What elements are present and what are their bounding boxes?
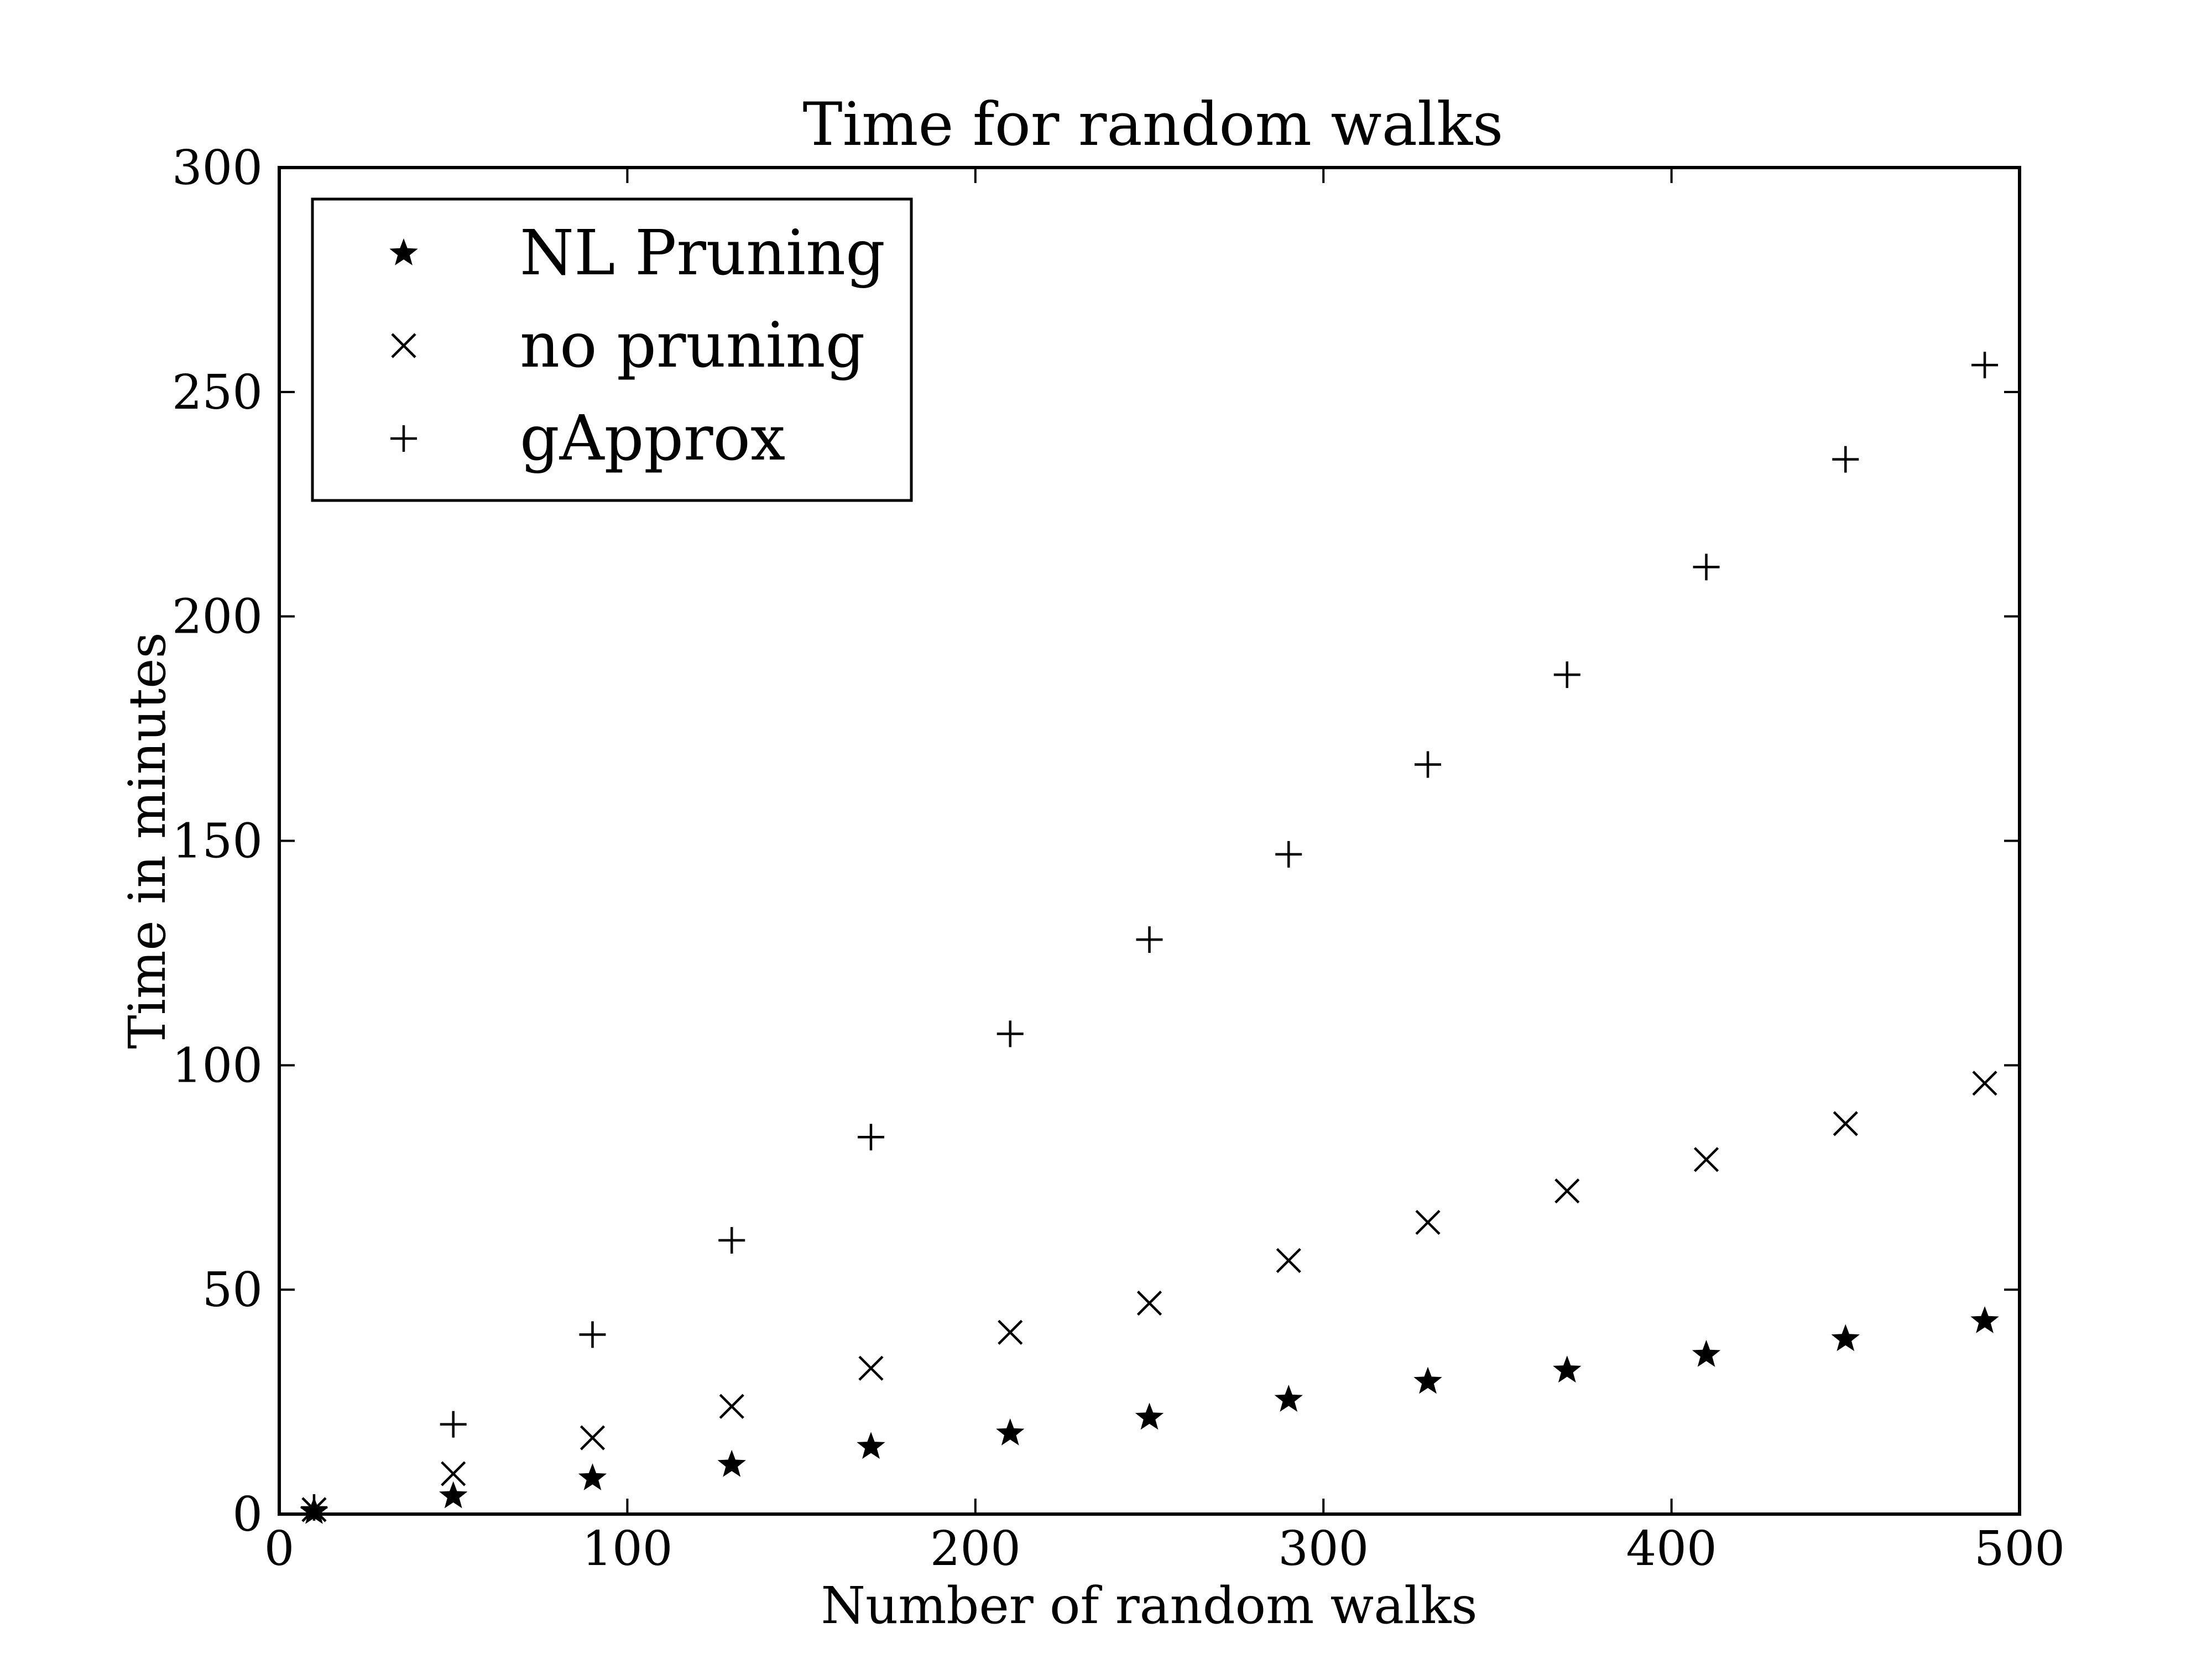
data-point-x [1693,1147,1719,1172]
data-point-star [578,1463,607,1490]
x-tick-label: 400 [1626,1521,1717,1577]
y-axis-label: Time in minutes [118,632,177,1048]
y-tick-label: 0 [232,1487,263,1542]
data-point-plus [1971,352,1999,379]
data-point-plus [857,1124,884,1151]
legend-marker-star [389,238,418,265]
data-point-plus [440,1411,467,1438]
x-axis-label: Number of random walks [821,1576,1477,1635]
data-point-plus [718,1227,745,1254]
series-plus [300,352,1999,1521]
data-point-plus [1832,446,1859,473]
data-point-plus [300,1494,327,1521]
y-tick-label: 100 [172,1038,263,1093]
x-tick-label: 100 [582,1521,672,1577]
data-point-plus [579,1321,606,1348]
legend-label: no pruning [520,310,865,382]
y-tick-label: 50 [202,1262,263,1318]
data-point-plus [1693,554,1720,581]
y-axis-ticks: 0 50 100 150 200 250 300 [172,140,2020,1542]
x-tick-label: 0 [264,1521,295,1577]
data-point-x [441,1461,466,1486]
y-tick-label: 300 [172,140,263,196]
data-point-plus [1136,926,1163,953]
data-point-star [1553,1355,1582,1383]
data-point-star [1135,1402,1164,1430]
data-point-plus [997,1020,1024,1047]
data-point-x [719,1394,744,1419]
y-tick-label: 150 [172,814,263,869]
data-point-star [1413,1366,1442,1394]
chart-title: Time for random walks [803,90,1504,159]
legend-marker-x [391,333,416,358]
legend: NL Pruning no pruning gApprox [311,197,913,502]
x-tick-label: 200 [930,1521,1021,1577]
y-tick-label: 200 [172,589,263,645]
data-point-x [1972,1071,1997,1096]
data-point-x [858,1355,884,1381]
y-tick-label: 250 [172,365,263,420]
legend-marker-plus [390,425,417,452]
data-point-x [1415,1209,1441,1235]
data-point-x [1136,1290,1162,1316]
x-tick-label: 300 [1278,1521,1369,1577]
data-point-star [439,1481,468,1509]
x-axis-ticks: 0 100 200 300 400 500 [264,168,2065,1577]
data-point-plus [1275,841,1302,868]
data-point-x [998,1319,1023,1345]
data-point-star [1831,1324,1860,1352]
data-point-x [580,1425,606,1451]
data-point-star [1692,1339,1721,1367]
data-point-plus [1415,751,1442,778]
data-point-star [996,1418,1025,1446]
data-point-star [857,1432,885,1459]
data-point-x [1276,1248,1301,1274]
data-point-star [1274,1385,1303,1412]
data-point-plus [1553,661,1580,688]
data-point-x [1554,1178,1580,1204]
x-tick-label: 500 [1974,1521,2065,1577]
data-point-x [1833,1111,1858,1136]
series-x [301,1071,1997,1522]
legend-label: gApprox [520,403,785,474]
legend-label: NL Pruning [520,217,885,289]
data-point-star [1970,1306,1999,1333]
data-point-star [717,1449,746,1477]
plot-marks [300,352,1999,1524]
